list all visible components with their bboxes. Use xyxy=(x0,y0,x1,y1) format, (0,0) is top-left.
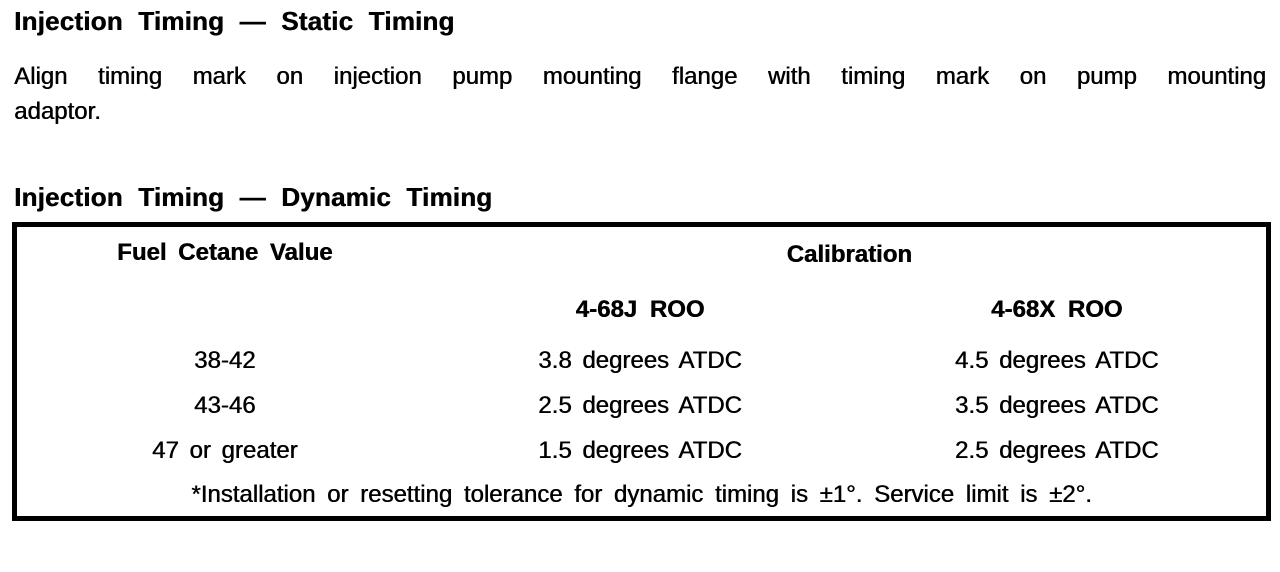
calibration-value: 2.5 degrees ATDC xyxy=(538,392,742,419)
calibration-value: 3.5 degrees ATDC xyxy=(954,392,1159,419)
dynamic-timing-table: Fuel Cetane Value Calibration 4-68J ROO … xyxy=(12,222,1271,521)
static-timing-paragraph: Align timing mark on injection pump moun… xyxy=(14,59,1266,129)
table-header-row-1: Fuel Cetane Value Calibration xyxy=(15,225,1269,283)
table-header-row-2: 4-68J ROO 4-68X ROO xyxy=(15,283,1269,338)
cetane-value: 43-46 xyxy=(194,392,256,419)
tolerance-footnote: *Installation or resetting tolerance for… xyxy=(191,480,1092,508)
calibration-value: 4.5 degrees ATDC xyxy=(954,347,1159,374)
static-timing-paragraph-line-1: Align timing mark on injection pump moun… xyxy=(14,63,1266,90)
table-footnote-row: *Installation or resetting tolerance for… xyxy=(15,474,1269,519)
fuel-cetane-value-cell: 38-42 43-46 47 or greater xyxy=(15,338,433,474)
calibration-value: 1.5 degrees ATDC xyxy=(538,437,742,464)
column-header-fuel-cetane-value: Fuel Cetane Value xyxy=(117,239,333,266)
table-data-row: 38-42 43-46 47 or greater 3.8 degrees AT… xyxy=(15,338,1269,474)
dynamic-timing-heading: Injection Timing — Dynamic Timing xyxy=(14,182,493,212)
cetane-value: 47 or greater xyxy=(152,437,298,464)
static-timing-paragraph-line-2: adaptor. xyxy=(14,98,101,125)
static-timing-heading: Injection Timing — Static Timing xyxy=(14,6,455,36)
calibration-4-68j-cell: 3.8 degrees ATDC 2.5 degrees ATDC 1.5 de… xyxy=(433,338,848,474)
cetane-value: 38-42 xyxy=(194,347,256,374)
calibration-value: 3.8 degrees ATDC xyxy=(538,347,742,374)
column-header-4-68x-roo: 4-68X ROO xyxy=(991,296,1123,323)
column-header-4-68j-roo: 4-68J ROO xyxy=(575,296,705,323)
calibration-value: 2.5 degrees ATDC xyxy=(954,437,1159,464)
calibration-4-68x-cell: 4.5 degrees ATDC 3.5 degrees ATDC 2.5 de… xyxy=(848,338,1269,474)
column-header-calibration: Calibration xyxy=(786,240,912,268)
